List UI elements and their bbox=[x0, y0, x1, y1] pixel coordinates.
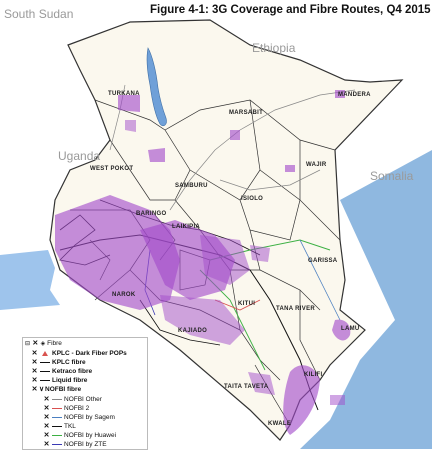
legend-item-label: TKL bbox=[64, 423, 76, 430]
legend-item-label: Ketraco fibre bbox=[52, 368, 93, 375]
line-swatch-icon bbox=[40, 361, 50, 363]
legend-item-label: KPLC - Dark Fiber POPs bbox=[52, 350, 127, 357]
label-baringo: BARINGO bbox=[136, 211, 166, 217]
legend-item: ✕ NOFBI by Sagem bbox=[43, 413, 115, 422]
legend-item: ✕ ∨NOFBI fibre bbox=[31, 385, 82, 394]
legend-item: ✕ KPLC - Dark Fiber POPs bbox=[31, 349, 127, 358]
label-samburu: SAMBURU bbox=[175, 183, 208, 189]
legend-item: ✕ Liquid fibre bbox=[31, 376, 88, 385]
layer-toggle-x-icon[interactable]: ✕ bbox=[31, 368, 38, 375]
line-swatch-icon bbox=[52, 443, 62, 445]
label-marsabit: MARSABIT bbox=[229, 110, 263, 116]
legend-item-label: NOFBI fibre bbox=[45, 386, 82, 393]
legend-item-label: NOFBI by ZTE bbox=[64, 441, 107, 448]
legend-item-label: NOFBI 2 bbox=[64, 405, 90, 412]
legend-item: ✕ Ketraco fibre bbox=[31, 367, 93, 376]
label-wajir: WAJIR bbox=[306, 162, 327, 168]
line-swatch-icon bbox=[52, 398, 62, 400]
label-isiolo: ISIOLO bbox=[241, 196, 263, 202]
legend-item-label: NOFBI Other bbox=[64, 396, 102, 403]
map-legend: ⊟ ✕ ◈ Fibre ✕ KPLC - Dark Fiber POPs ✕ KPLC… bbox=[22, 337, 148, 450]
layer-toggle-x-icon[interactable]: ✕ bbox=[43, 441, 50, 448]
label-somalia: Somalia bbox=[370, 169, 414, 183]
triangle-marker-icon bbox=[42, 350, 48, 356]
legend-header: ⊟ ✕ ◈ Fibre bbox=[25, 339, 62, 348]
legend-item: ✕ NOFBI Other bbox=[43, 395, 102, 404]
layer-toggle-x-icon[interactable]: ✕ bbox=[31, 377, 38, 384]
label-kilifi: KILIFI bbox=[304, 372, 322, 378]
label-laikipia: LAIKIPIA bbox=[172, 224, 200, 230]
layer-toggle-x-icon[interactable]: ✕ bbox=[31, 359, 38, 366]
legend-header-label: Fibre bbox=[47, 340, 62, 347]
legend-item-label: Liquid fibre bbox=[52, 377, 88, 384]
collapse-icon[interactable]: ⊟ bbox=[25, 341, 31, 347]
line-swatch-icon bbox=[52, 425, 62, 427]
line-swatch-icon bbox=[40, 370, 50, 372]
layer-toggle-x-icon[interactable]: ✕ bbox=[31, 386, 38, 393]
label-kajiado: KAJIADO bbox=[178, 328, 207, 334]
layer-toggle-x-icon[interactable]: ✕ bbox=[43, 423, 50, 430]
lake-turkana bbox=[146, 47, 167, 127]
label-ethiopia: Ethiopia bbox=[252, 41, 296, 55]
ocean bbox=[300, 150, 432, 449]
layer-toggle-x-icon[interactable]: ✕ bbox=[43, 396, 50, 403]
figure-title: Figure 4-1: 3G Coverage and Fibre Routes… bbox=[150, 4, 431, 16]
layer-icon: ◈ bbox=[40, 341, 46, 347]
layer-toggle-x-icon[interactable]: ✕ bbox=[31, 350, 38, 357]
legend-item: ✕ NOFBI 2 bbox=[43, 404, 90, 413]
layer-toggle-x-icon[interactable]: ✕ bbox=[43, 414, 50, 421]
layer-toggle-x-icon[interactable]: ✕ bbox=[43, 405, 50, 412]
label-mandera: MANDERA bbox=[338, 92, 371, 98]
label-kitui: KITUI bbox=[238, 301, 255, 307]
label-tana-river: TANA RIVER bbox=[276, 306, 315, 312]
line-swatch-icon bbox=[40, 379, 50, 381]
legend-item-label: KPLC fibre bbox=[52, 359, 86, 366]
coverage-3g bbox=[55, 90, 351, 435]
line-swatch-icon bbox=[52, 407, 62, 409]
legend-item: ✕ TKL bbox=[43, 422, 76, 431]
layer-toggle-x-icon[interactable]: ✕ bbox=[43, 432, 50, 439]
legend-item-label: NOFBI by Sagem bbox=[64, 414, 115, 421]
label-uganda: Uganda bbox=[58, 149, 100, 163]
label-south-sudan: South Sudan bbox=[4, 7, 73, 21]
check-x-icon[interactable]: ✕ bbox=[32, 340, 39, 347]
label-narok: NAROK bbox=[112, 292, 136, 298]
label-garissa: GARISSA bbox=[308, 258, 338, 264]
legend-item: ✕ NOFBI by Huawei bbox=[43, 431, 116, 440]
legend-item-label: NOFBI by Huawei bbox=[64, 432, 117, 439]
legend-item: ✕ KPLC fibre bbox=[31, 358, 86, 367]
line-swatch-icon bbox=[52, 434, 62, 436]
label-lamu: LAMU bbox=[341, 326, 360, 332]
label-west-pokot: WEST POKOT bbox=[90, 166, 133, 172]
expand-group-icon: ∨ bbox=[38, 386, 45, 393]
legend-item: ✕ NOFBI by ZTE bbox=[43, 440, 107, 449]
line-swatch-icon bbox=[52, 416, 62, 418]
label-turkana: TURKANA bbox=[108, 91, 140, 97]
label-kwale: KWALE bbox=[268, 421, 291, 427]
label-taita-taveta: TAITA TAVETA bbox=[224, 384, 269, 390]
lake-victoria bbox=[0, 250, 60, 310]
